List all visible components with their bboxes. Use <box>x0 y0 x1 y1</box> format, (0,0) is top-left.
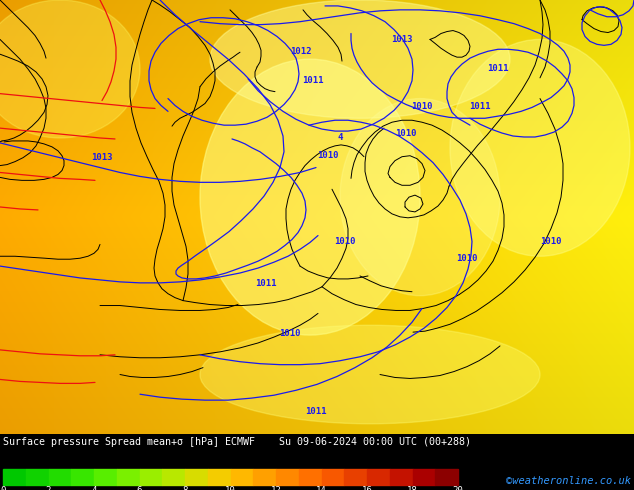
Bar <box>344 469 367 485</box>
Bar <box>48 469 71 485</box>
Text: ©weatheronline.co.uk: ©weatheronline.co.uk <box>506 476 631 486</box>
Bar <box>26 469 48 485</box>
Bar <box>117 469 139 485</box>
Text: 4: 4 <box>337 133 343 143</box>
Text: 6: 6 <box>137 486 142 490</box>
Text: 0: 0 <box>0 486 6 490</box>
Text: 1011: 1011 <box>469 102 491 111</box>
Text: 1010: 1010 <box>456 254 478 263</box>
Ellipse shape <box>200 325 540 424</box>
Text: 1012: 1012 <box>290 47 312 56</box>
Bar <box>253 469 276 485</box>
Ellipse shape <box>0 0 140 138</box>
Text: 2: 2 <box>46 486 51 490</box>
Text: 20: 20 <box>453 486 463 490</box>
Text: 1011: 1011 <box>302 76 324 85</box>
Text: 1010: 1010 <box>540 237 562 246</box>
Bar <box>185 469 208 485</box>
Ellipse shape <box>200 59 420 335</box>
Ellipse shape <box>450 39 630 256</box>
Text: 18: 18 <box>407 486 418 490</box>
Bar <box>162 469 185 485</box>
Bar <box>276 469 299 485</box>
Text: 1011: 1011 <box>305 408 327 416</box>
Text: Surface pressure Spread mean+σ [hPa] ECMWF    Su 09-06-2024 00:00 UTC (00+288): Surface pressure Spread mean+σ [hPa] ECM… <box>3 437 471 446</box>
Text: 1010: 1010 <box>395 128 417 138</box>
Text: 10: 10 <box>225 486 236 490</box>
Text: 1010: 1010 <box>317 151 339 160</box>
Bar <box>3 469 26 485</box>
Text: 8: 8 <box>183 486 188 490</box>
Bar <box>71 469 94 485</box>
Text: 1013: 1013 <box>91 153 113 162</box>
Bar <box>139 469 162 485</box>
Ellipse shape <box>340 98 500 295</box>
Text: 1010: 1010 <box>279 329 301 338</box>
Bar <box>208 469 231 485</box>
Text: 14: 14 <box>316 486 327 490</box>
Ellipse shape <box>210 0 510 118</box>
Text: 1010: 1010 <box>334 237 356 246</box>
Text: 16: 16 <box>361 486 372 490</box>
Bar <box>299 469 321 485</box>
Bar <box>436 469 458 485</box>
Bar <box>367 469 390 485</box>
Bar <box>94 469 117 485</box>
Text: 1011: 1011 <box>256 279 277 288</box>
Text: 1010: 1010 <box>411 102 433 111</box>
Text: 1013: 1013 <box>391 35 413 44</box>
Bar <box>390 469 413 485</box>
Bar <box>321 469 344 485</box>
Text: 1011: 1011 <box>488 65 508 74</box>
Text: 4: 4 <box>91 486 97 490</box>
Bar <box>231 469 253 485</box>
Text: 12: 12 <box>271 486 281 490</box>
Bar <box>413 469 436 485</box>
